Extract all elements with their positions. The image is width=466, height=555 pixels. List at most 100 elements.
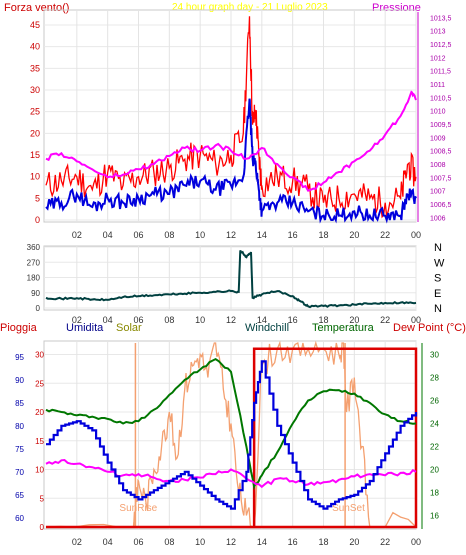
wind-tick-label: 25 xyxy=(30,107,40,117)
direction-series xyxy=(45,249,417,309)
x-tick-label: 10 xyxy=(195,537,205,547)
temperature-tick-label: 18 xyxy=(430,489,439,498)
wind-tick-label: 20 xyxy=(30,128,40,138)
x-tick-label: 06 xyxy=(133,230,143,240)
dewpoint-line xyxy=(45,458,417,489)
rain-tick-label: 0 xyxy=(40,523,45,532)
x-tick-label: 04 xyxy=(103,315,113,325)
direction-tick-label: 360 xyxy=(27,243,41,252)
direction-line xyxy=(45,249,417,309)
solar-line xyxy=(45,340,417,528)
humidity-tick-label: 85 xyxy=(15,399,24,408)
compass-label: E xyxy=(434,288,441,300)
rain-accumulation-line xyxy=(46,347,418,529)
compass-label: W xyxy=(434,257,445,269)
pressure-tick-label: 1009,5 xyxy=(430,122,452,129)
pressure-tick-label: 1013,5 xyxy=(430,15,452,22)
temperature-tick-label: 28 xyxy=(430,374,439,383)
x-tick-label: 08 xyxy=(164,315,174,325)
humidity-tick-label: 75 xyxy=(15,445,24,454)
temperature-line xyxy=(45,357,417,491)
x-tick-label: 18 xyxy=(318,537,328,547)
humidity-tick-label: 65 xyxy=(15,491,24,500)
temperature-tick-label: 30 xyxy=(430,351,439,360)
x-tick-label: 14 xyxy=(257,315,267,325)
pressure-tick-label: 1011,5 xyxy=(430,69,451,76)
wind-tick-label: 45 xyxy=(30,20,40,30)
x-tick-label: 12 xyxy=(226,315,236,325)
direction-tick-label: 270 xyxy=(27,258,41,267)
rain-tick-label: 5 xyxy=(40,494,45,503)
legend-entry: Dew Point (°C) xyxy=(393,322,466,334)
humidity-tick-label: 70 xyxy=(15,468,24,477)
wind-gust-line xyxy=(45,16,417,219)
pressure-tick-label: 1012 xyxy=(430,55,446,62)
x-tick-label: 14 xyxy=(257,230,267,240)
wind-gridlines xyxy=(44,10,417,222)
pressure-axis-label: Pressione xyxy=(372,2,421,14)
wind-tick-label: 0 xyxy=(35,215,40,225)
wind-axis-label: Forza vento() xyxy=(4,2,69,14)
compass-label: N xyxy=(434,303,442,315)
weather-series: SunRise SunSet xyxy=(45,340,418,529)
temperature-tick-label: 26 xyxy=(430,397,439,406)
pressure-tick-label: 1012,5 xyxy=(430,42,452,49)
humidity-line xyxy=(46,360,418,510)
direction-x-ticks: 02 04 06 08 10 12 14 16 18 20 22 00 xyxy=(72,315,421,325)
legend-entry: Pioggia xyxy=(0,322,38,334)
temperature-tick-label: 20 xyxy=(430,466,439,475)
x-tick-label: 02 xyxy=(72,315,82,325)
weather-y-ticks: 0 5 10 15 20 25 30 60 65 70 75 80 85 90 95 16 18 20 22 24 26… xyxy=(15,343,439,532)
x-tick-label: 00 xyxy=(411,537,421,547)
x-tick-label: 12 xyxy=(226,230,236,240)
x-tick-label: 08 xyxy=(164,537,174,547)
x-tick-label: 18 xyxy=(318,315,328,325)
direction-tick-label: 180 xyxy=(27,274,41,283)
rain-tick-label: 25 xyxy=(35,379,44,388)
wind-tick-label: 35 xyxy=(30,63,40,73)
legend-entry: Solar xyxy=(116,322,142,334)
chart-title: 24 hour graph day - 21 Luglio 2023 xyxy=(172,2,328,13)
weather-x-ticks: 02 04 06 08 10 12 14 16 18 20 22 00 xyxy=(72,537,421,547)
legend-entry: Temperatura xyxy=(312,322,375,334)
pressure-tick-label: 1013 xyxy=(430,29,446,36)
pressure-tick-label: 1007 xyxy=(430,189,446,196)
x-tick-label: 16 xyxy=(288,315,298,325)
x-tick-label: 02 xyxy=(72,537,82,547)
x-tick-label: 04 xyxy=(103,230,113,240)
humidity-tick-label: 80 xyxy=(15,422,24,431)
weather-legend: Pioggia Umidita Solar Windchill Temperatura D… xyxy=(0,322,466,334)
rain-tick-label: 20 xyxy=(35,408,44,417)
direction-gridlines xyxy=(44,246,417,310)
temperature-tick-label: 22 xyxy=(430,443,439,452)
wind-tick-label: 40 xyxy=(30,42,40,52)
pressure-line xyxy=(45,90,417,192)
pressure-tick-label: 1010 xyxy=(430,109,446,116)
wind-x-ticks: 02 04 06 08 10 12 14 16 18 20 22 00 xyxy=(72,230,421,240)
x-tick-label: 20 xyxy=(349,230,359,240)
pressure-tick-label: 1006 xyxy=(430,215,446,222)
humidity-tick-label: 95 xyxy=(15,353,24,362)
sunset-label: SunSet xyxy=(332,503,365,514)
pressure-tick-label: 1006,5 xyxy=(430,202,452,209)
direction-y-ticks: 0 90 180 270 360 xyxy=(27,243,41,313)
compass-label: N xyxy=(434,242,442,254)
wind-tick-label: 5 xyxy=(35,193,40,203)
rain-tick-label: 10 xyxy=(35,466,44,475)
pressure-tick-label: 1009 xyxy=(430,135,446,142)
sunrise-label: SunRise xyxy=(119,503,157,514)
wind-speed-line xyxy=(45,98,417,224)
wind-y-ticks: 0 5 10 15 20 25 30 35 40 45 xyxy=(30,20,40,225)
x-tick-label: 14 xyxy=(257,537,267,547)
x-tick-label: 06 xyxy=(133,537,143,547)
rain-tick-label: 15 xyxy=(35,437,44,446)
wind-series xyxy=(45,16,417,224)
pressure-tick-label: 1011 xyxy=(430,82,445,89)
x-tick-label: 06 xyxy=(133,315,143,325)
wind-tick-label: 15 xyxy=(30,150,40,160)
x-tick-label: 12 xyxy=(226,537,236,547)
direction-tick-label: 0 xyxy=(36,304,41,313)
pressure-tick-label: 1008,5 xyxy=(430,149,452,156)
temperature-tick-label: 16 xyxy=(430,512,439,521)
x-tick-label: 16 xyxy=(288,230,298,240)
